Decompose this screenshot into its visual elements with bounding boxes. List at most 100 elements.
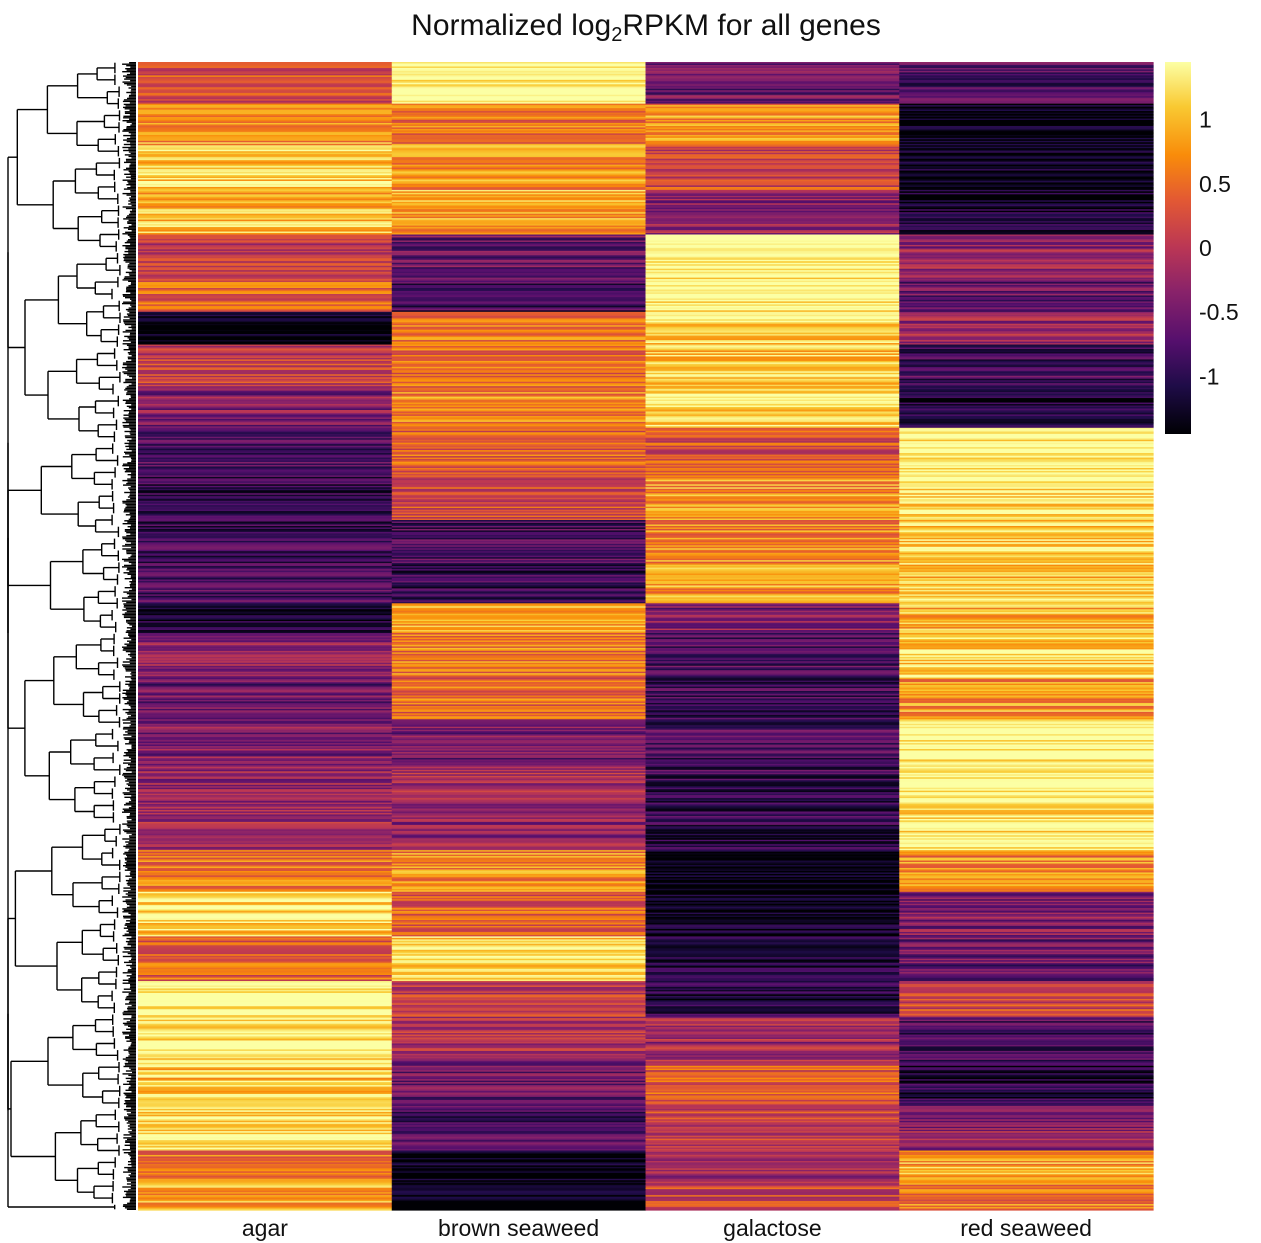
heatmap-cell (645, 390, 900, 393)
heatmap-cell (138, 1094, 393, 1097)
heatmap-cell (391, 937, 647, 940)
heatmap-cell (391, 1198, 647, 1201)
heatmap-cell (899, 958, 1154, 961)
heatmap-cell (645, 753, 900, 756)
heatmap-cell (138, 460, 393, 463)
heatmap-cell (391, 125, 647, 129)
heatmap-cell (899, 988, 1154, 991)
heatmap-cell (138, 265, 393, 268)
heatmap-cell (645, 527, 900, 530)
heatmap-cell (391, 1153, 647, 1156)
heatmap-cell (645, 856, 900, 859)
heatmap-cell (899, 445, 1154, 448)
heatmap-cell (138, 809, 393, 813)
heatmap-cell (899, 552, 1154, 555)
heatmap-cell (899, 818, 1154, 821)
heatmap-cell (391, 899, 647, 902)
heatmap-cell (899, 282, 1154, 285)
heatmap-cell (138, 136, 393, 139)
heatmap-cell (138, 1125, 393, 1128)
heatmap-cell (138, 317, 393, 320)
heatmap-cell (899, 1091, 1154, 1094)
heatmap-cell (645, 75, 900, 78)
heatmap-cell (391, 102, 647, 105)
heatmap-cell (899, 106, 1154, 109)
heatmap-cell (899, 139, 1154, 142)
heatmap-cell (645, 482, 900, 485)
heatmap-cell (645, 867, 900, 871)
heatmap-cell (138, 992, 393, 995)
heatmap-cell (391, 641, 647, 645)
heatmap-cell (391, 1102, 647, 1106)
heatmap-cell (645, 63, 900, 66)
heatmap-cell (138, 182, 393, 185)
heatmap-cell (391, 1030, 647, 1033)
heatmap-cell (391, 701, 647, 704)
heatmap-cell (899, 521, 1154, 524)
heatmap-cell (899, 517, 1154, 520)
heatmap-cell (138, 1116, 393, 1119)
heatmap-cell (645, 157, 900, 160)
heatmap-cell (138, 1091, 393, 1094)
heatmap-cell (138, 453, 393, 456)
heatmap-cell (899, 707, 1154, 710)
heatmap-cell (899, 491, 1154, 494)
heatmap-cell (899, 331, 1154, 334)
heatmap-cell (391, 998, 647, 1001)
heatmap-cell (645, 1159, 900, 1162)
heatmap-cell (645, 1192, 900, 1195)
heatmap-cell (391, 604, 647, 607)
heatmap-cell (899, 417, 1154, 420)
heatmap-cell (138, 606, 393, 609)
heatmap-cell (138, 1067, 393, 1070)
heatmap-cell (645, 943, 900, 946)
heatmap-cell (138, 1122, 393, 1125)
heatmap-cell (645, 194, 900, 197)
heatmap-cell (645, 1061, 900, 1064)
heatmap-cell (391, 1166, 647, 1169)
heatmap-cell (391, 795, 647, 798)
heatmap-cell (138, 81, 393, 84)
heatmap-cell (391, 844, 647, 847)
heatmap-cell (899, 737, 1154, 740)
heatmap-cell (645, 658, 900, 661)
heatmap-cell (138, 957, 393, 960)
heatmap-cell (391, 436, 647, 439)
heatmap-cell (138, 952, 393, 955)
heatmap-cell (899, 1204, 1154, 1207)
heatmap-cell (645, 991, 900, 994)
heatmap-cell (138, 918, 393, 921)
heatmap-cell (645, 1193, 900, 1196)
heatmap-cell (645, 887, 900, 890)
heatmap-cell (899, 527, 1154, 530)
heatmap-cell (138, 638, 393, 642)
heatmap-cell (391, 1088, 647, 1091)
heatmap-cell (645, 365, 900, 368)
heatmap-cell (391, 1163, 647, 1166)
heatmap-cell (138, 517, 393, 520)
heatmap-cell (645, 487, 900, 490)
heatmap-cell (138, 221, 393, 224)
heatmap-cell (391, 696, 647, 700)
heatmap-cell (138, 747, 393, 750)
heatmap-cell (899, 869, 1154, 872)
heatmap-cell (391, 70, 647, 74)
heatmap-cell (138, 404, 393, 407)
heatmap-cell (138, 473, 393, 476)
heatmap-cell (391, 198, 647, 201)
heatmap-cell (899, 1116, 1154, 1119)
heatmap-cell (391, 134, 647, 137)
heatmap-cell (138, 1099, 393, 1103)
heatmap-cell (645, 564, 900, 567)
heatmap-cell (138, 1119, 393, 1122)
heatmap-cell (391, 1062, 647, 1065)
heatmap-cell (899, 717, 1154, 720)
heatmap-cell (138, 430, 393, 433)
heatmap-cell (391, 980, 647, 984)
heatmap-cell (138, 218, 393, 221)
heatmap-cell (391, 1150, 647, 1153)
heatmap-cell (391, 833, 647, 836)
heatmap-cell (899, 646, 1154, 649)
heatmap-cell (899, 393, 1154, 396)
heatmap-cell (645, 1195, 900, 1198)
